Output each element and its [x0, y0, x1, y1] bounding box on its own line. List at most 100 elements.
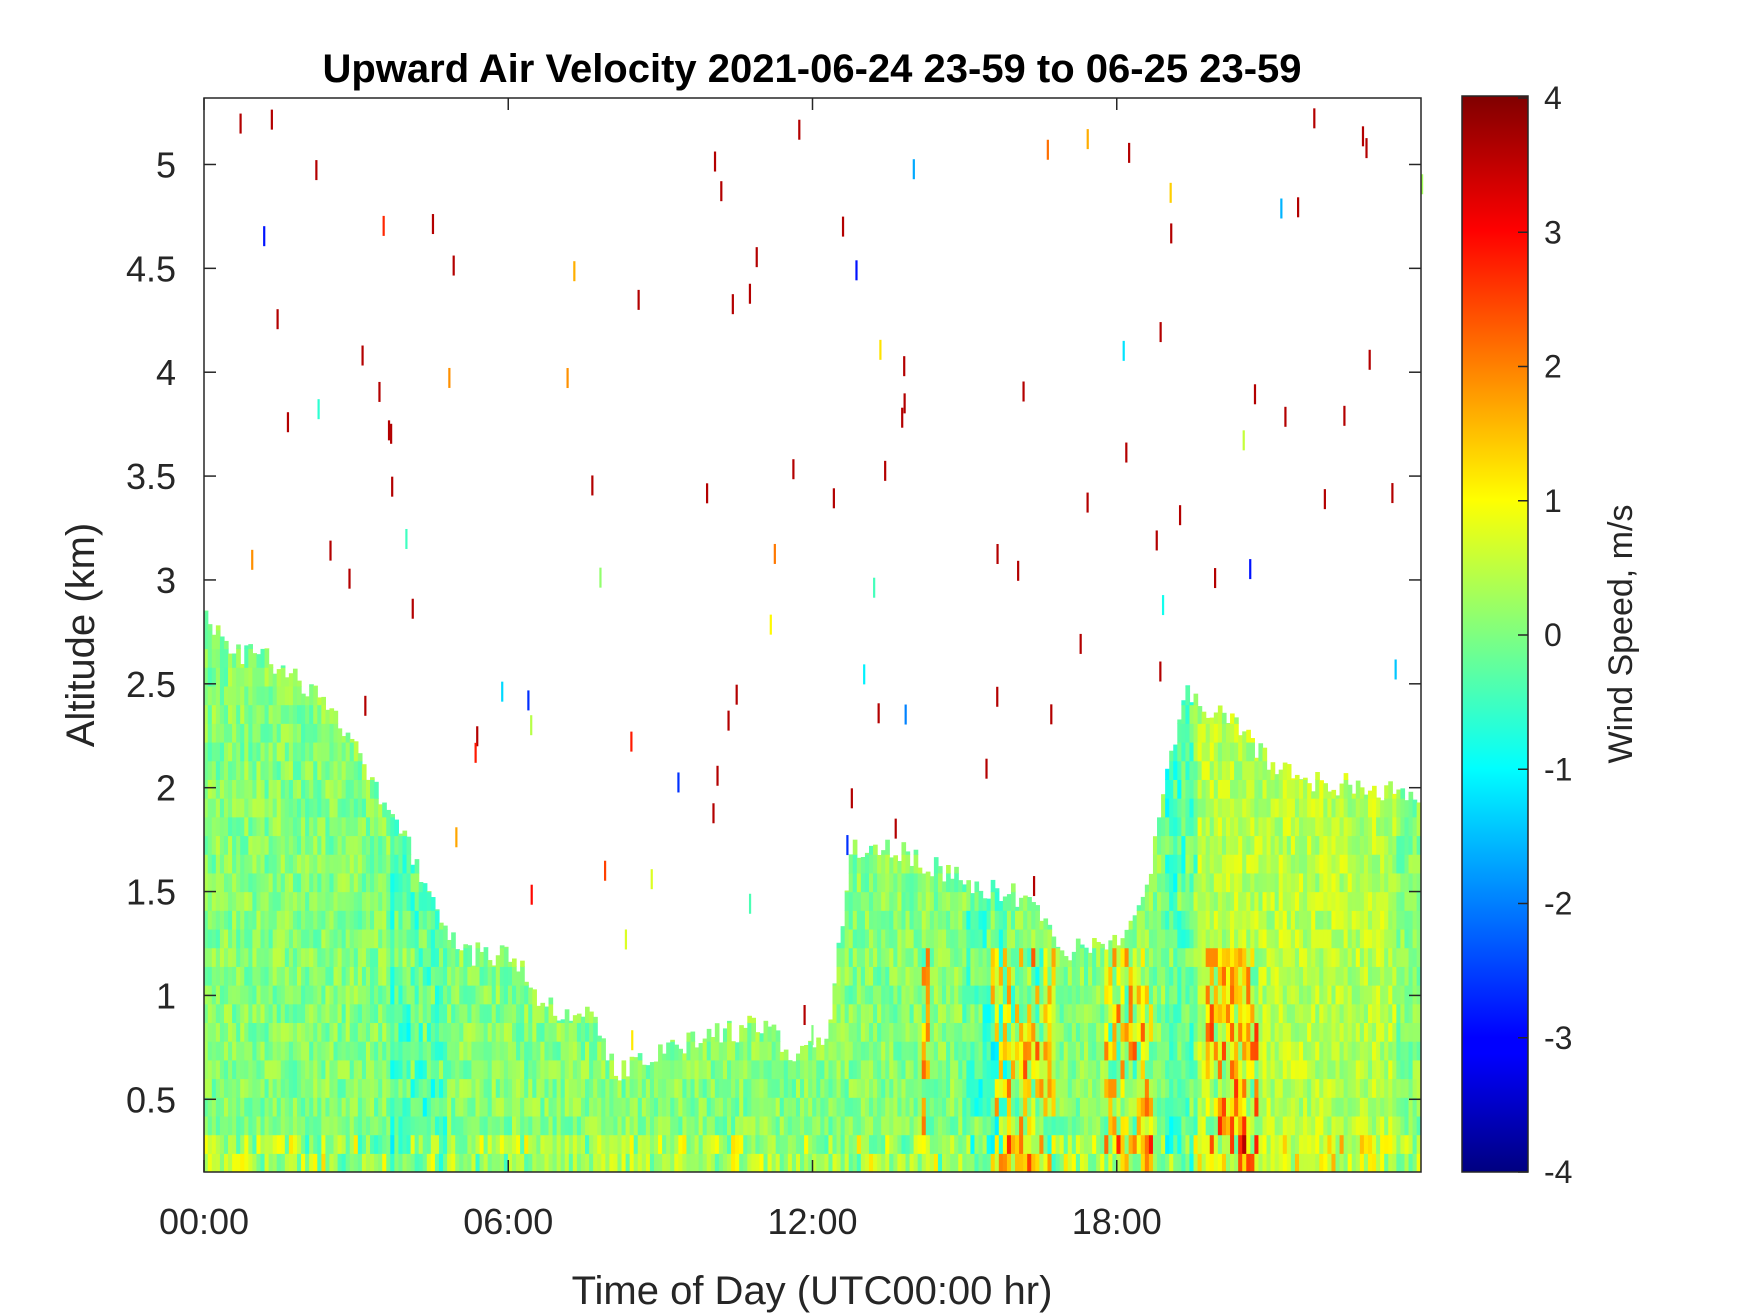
heatmap-cell [479, 1097, 485, 1117]
sparse-point [1242, 430, 1245, 451]
heatmap-cell [1270, 1022, 1276, 1042]
heatmap-cell [1254, 1059, 1260, 1080]
heatmap-cell [467, 966, 473, 986]
heatmap-cell [585, 1022, 590, 1042]
heatmap-cell [1234, 798, 1239, 818]
heatmap-cell [1055, 1022, 1061, 1042]
heatmap-cell [804, 1059, 809, 1080]
heatmap-cell [418, 966, 424, 986]
heatmap-cell [1380, 1022, 1385, 1042]
heatmap-cell [1238, 966, 1243, 986]
heatmap-cell [982, 1078, 988, 1098]
heatmap-cell [1173, 744, 1178, 762]
heatmap-cell [1209, 779, 1215, 799]
heatmap-cell [568, 1115, 574, 1136]
heatmap-cell [1258, 1097, 1264, 1117]
heatmap-cell [244, 947, 249, 967]
heatmap-cell [1274, 1003, 1280, 1024]
heatmap-cell [1238, 835, 1243, 855]
heatmap-cell [248, 648, 253, 668]
heatmap-cell [998, 985, 1004, 1005]
heatmap-cell [832, 1097, 838, 1117]
heatmap-cell [292, 854, 298, 874]
heatmap-cell [775, 1134, 781, 1154]
heatmap-cell [942, 910, 947, 930]
heatmap-cell [747, 1022, 752, 1042]
heatmap-cell [1359, 787, 1365, 799]
heatmap-cell [374, 1153, 379, 1172]
heatmap-cell [329, 1059, 335, 1080]
heatmap-cell [998, 1134, 1004, 1154]
heatmap-cell [215, 779, 221, 799]
heatmap-cell [1392, 798, 1397, 818]
heatmap-cell [686, 1041, 692, 1061]
heatmap-cell [422, 1003, 428, 1024]
heatmap-cell [1035, 1078, 1040, 1098]
heatmap-cell [885, 966, 890, 986]
heatmap-cell [1083, 1003, 1089, 1024]
heatmap-cell [1165, 779, 1170, 799]
heatmap-cell [1193, 1078, 1199, 1098]
heatmap-cell [1051, 1078, 1057, 1098]
heatmap-cell [414, 891, 420, 911]
heatmap-cell [357, 928, 363, 949]
heatmap-cell [1185, 741, 1191, 762]
heatmap-cell [1347, 798, 1353, 818]
heatmap-cell [1096, 947, 1101, 967]
heatmap-cell [1157, 891, 1162, 911]
heatmap-cell [487, 966, 493, 986]
heatmap-cell [325, 1022, 331, 1042]
heatmap-cell [767, 1026, 773, 1042]
heatmap-cell [1075, 938, 1081, 949]
sparse-point [1365, 138, 1368, 159]
heatmap-cell [268, 1153, 274, 1172]
heatmap-cell [917, 1041, 923, 1061]
heatmap-cell [487, 1003, 493, 1024]
heatmap-cell [1165, 1041, 1170, 1061]
heatmap-cell [349, 928, 355, 949]
heatmap-cell [670, 1134, 675, 1154]
heatmap-cell [1027, 966, 1032, 986]
heatmap-cell [418, 1041, 424, 1061]
heatmap-cell [1144, 1115, 1150, 1136]
heatmap-cell [564, 1115, 570, 1136]
heatmap-cell [986, 1059, 992, 1080]
heatmap-cell [223, 1003, 229, 1024]
heatmap-cell [1059, 950, 1065, 967]
heatmap-cell [357, 816, 363, 837]
heatmap-cell [284, 704, 290, 724]
heatmap-cell [471, 985, 477, 1005]
heatmap-cell [1408, 854, 1414, 874]
heatmap-cell [1193, 835, 1199, 855]
heatmap-cell [272, 947, 278, 967]
sparse-point [716, 765, 719, 786]
heatmap-cell [204, 966, 209, 986]
heatmap-cell [1392, 835, 1397, 855]
heatmap-cell [256, 1115, 262, 1136]
heatmap-cell [317, 891, 322, 911]
heatmap-cell [260, 872, 266, 893]
heatmap-cell [1079, 1041, 1085, 1061]
heatmap-cell [905, 1003, 911, 1024]
heatmap-cell [483, 966, 489, 986]
heatmap-cell [974, 1115, 980, 1136]
heatmap-cell [1290, 966, 1296, 986]
heatmap-cell [662, 1078, 667, 1098]
heatmap-cell [1238, 910, 1243, 930]
heatmap-cell [211, 1003, 217, 1024]
heatmap-cell [1010, 928, 1016, 949]
heatmap-cell [382, 872, 387, 893]
heatmap-cell [901, 966, 907, 986]
heatmap-cell [994, 910, 1000, 930]
heatmap-cell [264, 779, 270, 799]
heatmap-cell [292, 741, 298, 762]
heatmap-cell [1303, 777, 1308, 780]
heatmap-cell [852, 928, 858, 949]
heatmap-cell [1205, 1022, 1211, 1042]
heatmap-cell [929, 1059, 935, 1080]
heatmap-cell [868, 1153, 874, 1172]
heatmap-cell [978, 890, 984, 893]
heatmap-cell [1148, 985, 1154, 1005]
heatmap-cell [1250, 928, 1255, 949]
heatmap-cell [353, 1134, 359, 1154]
